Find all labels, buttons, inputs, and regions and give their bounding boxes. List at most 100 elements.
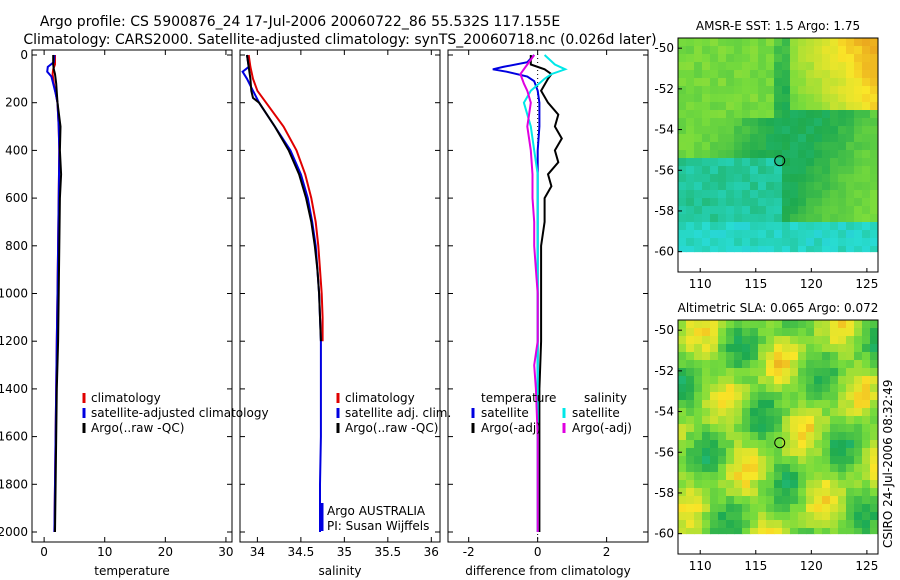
sst_map-cell <box>718 134 727 143</box>
sla_map-ytick-label: -58 <box>654 486 674 500</box>
sla_map-cell <box>678 424 687 433</box>
sla_map-cell <box>862 320 871 329</box>
sst_map-cell <box>694 246 703 253</box>
sla_map-cell <box>870 432 879 441</box>
sst_map-cell <box>838 70 847 79</box>
sst_map-cell <box>686 174 695 183</box>
sla_map-cell <box>678 480 687 489</box>
sst_map-cell <box>758 134 767 143</box>
sla_map-cell <box>750 472 759 481</box>
sla_map-cell <box>758 480 767 489</box>
sst_map-cell <box>726 134 735 143</box>
sst_map-cell <box>782 142 791 151</box>
sla_map-cell <box>750 488 759 497</box>
sla_map-cell <box>710 408 719 417</box>
sst_map-cell <box>830 126 839 135</box>
sla_map-cell <box>870 448 879 457</box>
sla_map-cell <box>854 360 863 369</box>
sla_map-cell <box>766 376 775 385</box>
sla_map-cell <box>806 424 815 433</box>
sst_map-cell <box>854 54 863 63</box>
sla_map-cell <box>814 352 823 361</box>
sst_map-cell <box>734 222 743 231</box>
sla_map-cell <box>742 368 751 377</box>
sla_map-cell <box>686 384 695 393</box>
sst_map-cell <box>742 166 751 175</box>
sst_map-cell <box>862 62 871 71</box>
sla_map-cell <box>718 376 727 385</box>
sst_map-cell <box>686 54 695 63</box>
sst_map-cell <box>726 238 735 247</box>
sla_map-cell <box>870 416 879 425</box>
sla_map-cell <box>862 368 871 377</box>
sla_map-cell <box>798 360 807 369</box>
sst_map-cell <box>790 78 799 87</box>
sst_map-cell <box>750 158 759 167</box>
sst_map-cell <box>694 206 703 215</box>
sst_map-cell <box>854 238 863 247</box>
sst_map-cell <box>710 158 719 167</box>
sla_map-cell <box>710 472 719 481</box>
sla_map-cell <box>806 432 815 441</box>
sla_map-cell <box>734 400 743 409</box>
sst_map-cell <box>782 150 791 159</box>
sla_map-cell <box>790 528 799 535</box>
sla_map-cell <box>734 360 743 369</box>
sla_map-cell <box>686 480 695 489</box>
sla_map-cell <box>742 488 751 497</box>
sla_map-cell <box>750 360 759 369</box>
sla_map-cell <box>678 320 687 329</box>
sst_map-cell <box>854 158 863 167</box>
sst_map-cell <box>870 230 879 239</box>
sla_map-cell <box>718 320 727 329</box>
sla_map-cell <box>750 440 759 449</box>
sla_map-cell <box>710 528 719 535</box>
sst_map-cell <box>718 198 727 207</box>
sla_map-cell <box>766 432 775 441</box>
difference-panel: -2 0 2 difference from climatology temperatu… <box>447 49 649 578</box>
sst_map-cell <box>726 166 735 175</box>
sst_map-cell <box>758 222 767 231</box>
sst_map-cell <box>718 182 727 191</box>
sst_map-cell <box>862 102 871 111</box>
sst_map-cell <box>694 238 703 247</box>
sst_map-cell <box>806 46 815 55</box>
sla_map-cell <box>758 464 767 473</box>
sst_map-cell <box>702 182 711 191</box>
sst_map-cell <box>774 142 783 151</box>
sla_map-cell <box>870 400 879 409</box>
sst_map-cell <box>790 214 799 223</box>
sla_map-cell <box>734 352 743 361</box>
sla_map-cell <box>750 520 759 529</box>
sla_map-cell <box>862 504 871 513</box>
sla_map-cell <box>750 448 759 457</box>
sla_map-cell <box>710 504 719 513</box>
sst_map-cell <box>846 134 855 143</box>
sla_map-cell <box>686 416 695 425</box>
sst_map-cell <box>798 38 807 47</box>
sst_map-cell <box>694 118 703 127</box>
sst_map-cell <box>710 38 719 47</box>
sla_map-cell <box>750 416 759 425</box>
sla_map-cell <box>758 400 767 409</box>
sst_map-cell <box>718 174 727 183</box>
sla_map-cell <box>838 496 847 505</box>
sst_map-cell <box>726 198 735 207</box>
sst_map-cell <box>694 38 703 47</box>
sst_map-cell <box>726 142 735 151</box>
sst_map-cell <box>758 182 767 191</box>
sst_map-cell <box>806 222 815 231</box>
sla_map-cell <box>782 528 791 535</box>
sla_map-cell <box>822 344 831 353</box>
sla_map-cell <box>734 472 743 481</box>
sst_map-cell <box>766 198 775 207</box>
sst_map-cell <box>806 166 815 175</box>
sla_map-cell <box>750 344 759 353</box>
sst_map-cell <box>846 238 855 247</box>
sla_map-cell <box>846 320 855 329</box>
sla_map-cell <box>750 512 759 521</box>
sla_map-cell <box>782 320 791 329</box>
sla_map-cell <box>758 424 767 433</box>
sst_map-ytick-label: -58 <box>654 204 674 218</box>
sst_map-cell <box>758 238 767 247</box>
